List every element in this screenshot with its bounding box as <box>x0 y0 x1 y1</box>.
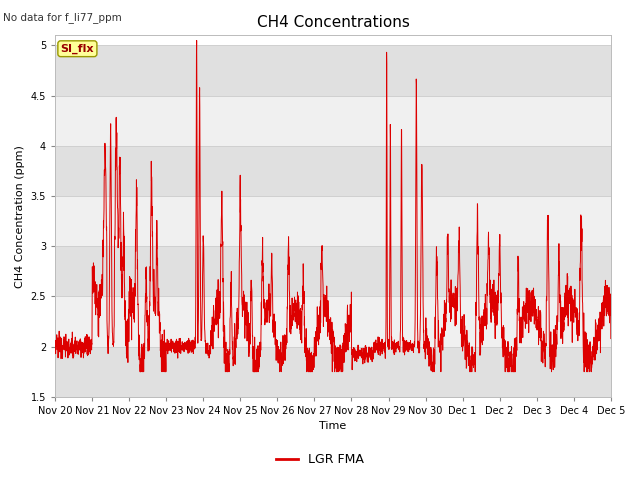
Bar <box>55 196 611 246</box>
Bar <box>55 297 611 347</box>
Legend: LGR FMA: LGR FMA <box>271 448 369 471</box>
Bar <box>55 46 611 96</box>
Text: SI_flx: SI_flx <box>61 44 94 54</box>
Title: CH4 Concentrations: CH4 Concentrations <box>257 15 410 30</box>
Bar <box>55 246 611 297</box>
Text: No data for f_li77_ppm: No data for f_li77_ppm <box>3 12 122 23</box>
X-axis label: Time: Time <box>319 421 347 432</box>
Bar <box>55 347 611 397</box>
Bar <box>55 96 611 146</box>
Y-axis label: CH4 Concentration (ppm): CH4 Concentration (ppm) <box>15 144 25 288</box>
Bar <box>55 146 611 196</box>
